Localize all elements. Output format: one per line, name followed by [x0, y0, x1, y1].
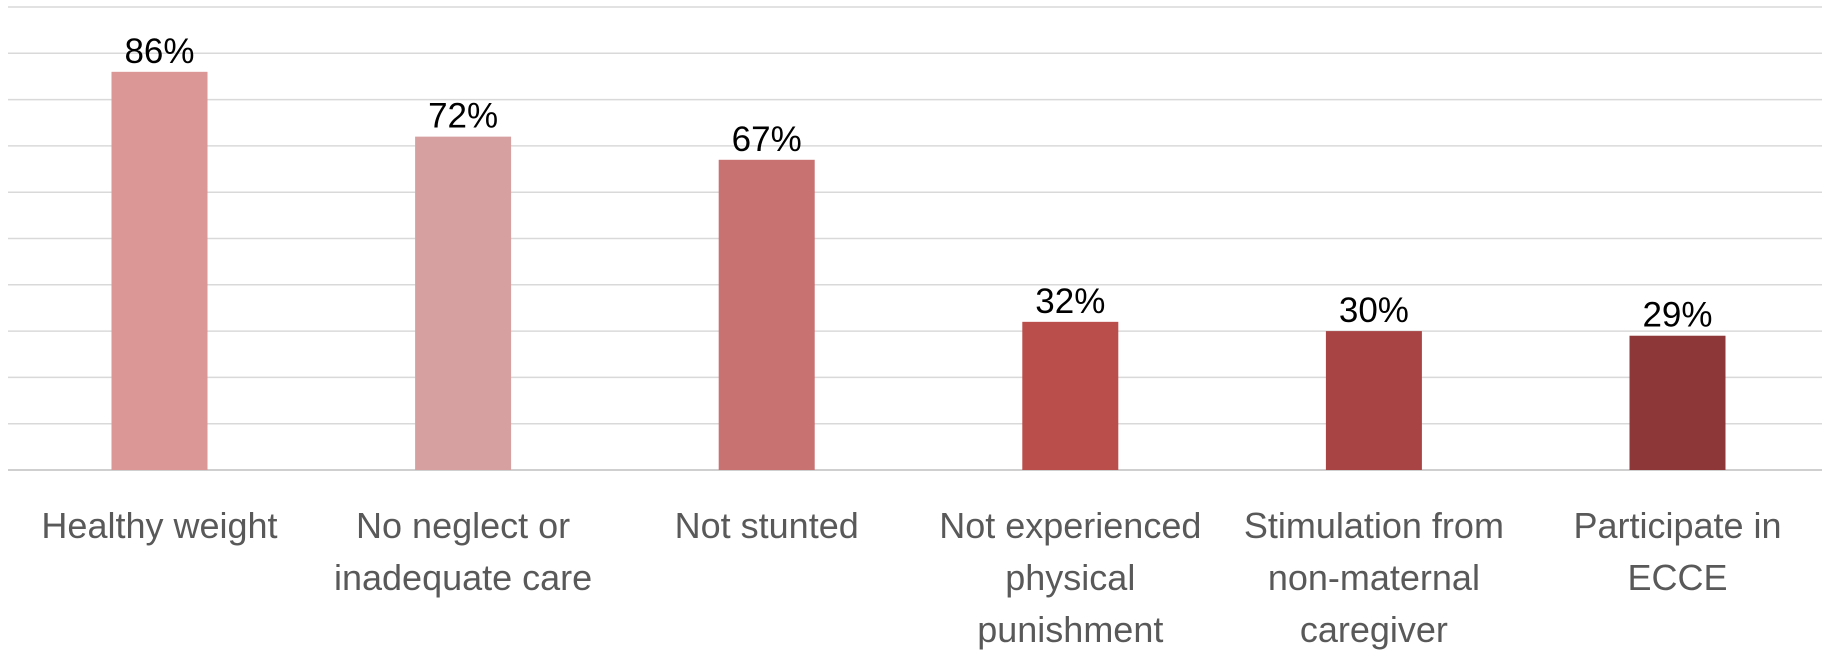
x-tick-label-line: Not stunted: [675, 505, 859, 546]
data-label: 72%: [428, 97, 498, 136]
bar: [415, 136, 512, 470]
x-tick-label-line: Participate in: [1573, 505, 1781, 546]
value-labels: 86% 72% 67% 32% 30% 29%: [124, 32, 1712, 335]
x-tick-label: Participate in ECCE: [1573, 505, 1781, 598]
bar: [1629, 335, 1726, 470]
data-label: 67%: [732, 120, 802, 159]
x-tick-label-line: inadequate care: [334, 557, 592, 598]
x-tick-label: Not stunted: [675, 505, 859, 546]
gridlines: [8, 6, 1822, 471]
bars: [111, 71, 1726, 471]
bar: [111, 71, 208, 470]
x-tick-label-line: punishment: [977, 609, 1163, 650]
bar: [718, 159, 815, 471]
x-tick-label-line: No neglect or: [356, 505, 570, 546]
data-label: 32%: [1035, 282, 1105, 321]
bar: [1022, 321, 1119, 470]
x-tick-label: Stimulation from non-maternal caregiver: [1244, 505, 1504, 650]
x-tick-label-line: caregiver: [1300, 609, 1448, 650]
x-tick-label-line: non-maternal: [1268, 557, 1480, 598]
x-axis-labels: Healthy weight No neglect or inadequate ca…: [41, 505, 1781, 650]
x-tick-label: Healthy weight: [41, 505, 277, 546]
data-label: 29%: [1642, 296, 1712, 335]
x-tick-label-line: ECCE: [1627, 557, 1727, 598]
bar: [1325, 331, 1422, 470]
x-tick-label-line: Not experienced: [939, 505, 1201, 546]
x-tick-label-line: Healthy weight: [41, 505, 277, 546]
x-tick-label: No neglect or inadequate care: [334, 505, 592, 598]
x-tick-label-line: Stimulation from: [1244, 505, 1504, 546]
x-tick-label-line: physical: [1005, 557, 1135, 598]
data-label: 30%: [1339, 291, 1409, 330]
data-label: 86%: [124, 32, 194, 71]
x-tick-label: Not experienced physical punishment: [939, 505, 1201, 650]
